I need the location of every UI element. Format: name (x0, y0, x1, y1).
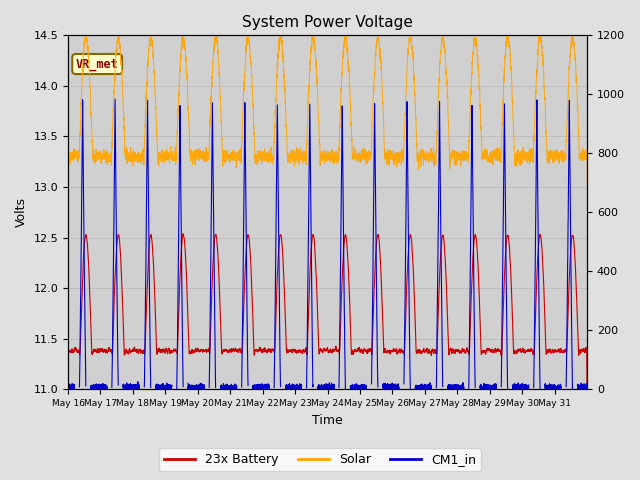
X-axis label: Time: Time (312, 414, 343, 427)
Legend: 23x Battery, Solar, CM1_in: 23x Battery, Solar, CM1_in (159, 448, 481, 471)
Y-axis label: Volts: Volts (15, 197, 28, 228)
Title: System Power Voltage: System Power Voltage (242, 15, 413, 30)
Text: VR_met: VR_met (76, 58, 118, 71)
